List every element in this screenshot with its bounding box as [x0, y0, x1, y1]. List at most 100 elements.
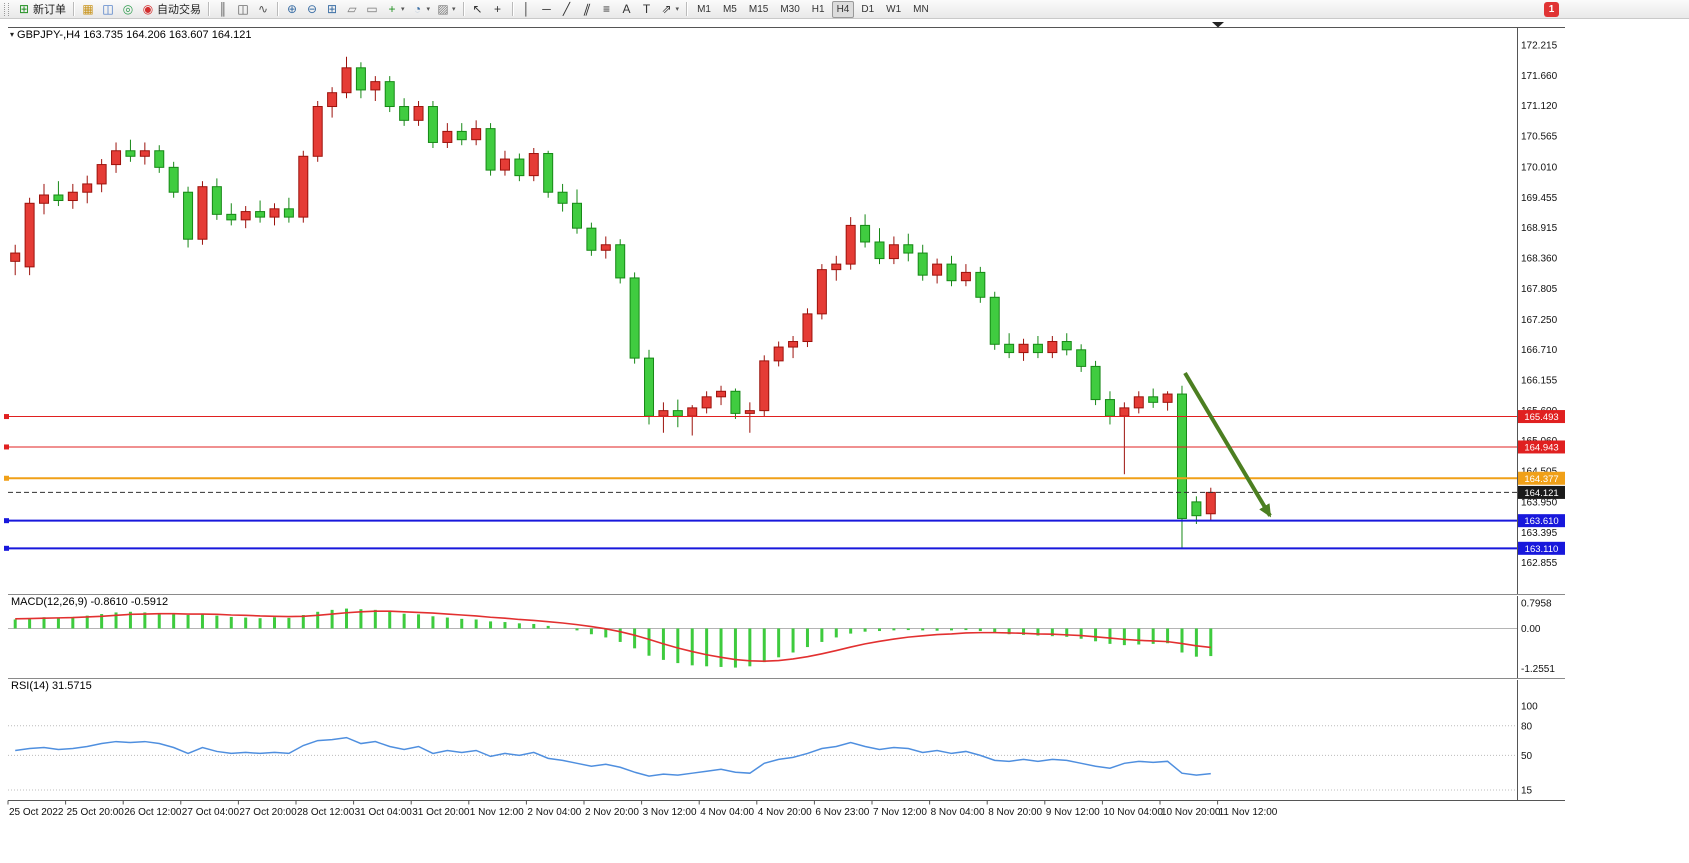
svg-text:163.950: 163.950	[1521, 497, 1558, 508]
bar-chart-button[interactable]: ║	[213, 0, 233, 19]
svg-text:31 Oct 04:00: 31 Oct 04:00	[355, 807, 413, 818]
toolbar-separator	[73, 2, 74, 16]
horizontal-line-button[interactable]: ─	[537, 0, 557, 19]
timeframe-m5-button[interactable]: M5	[722, 3, 737, 15]
macd-values: -0.8610 -0.5912	[90, 596, 169, 608]
svg-text:7 Nov 12:00: 7 Nov 12:00	[873, 807, 927, 818]
profiles-button[interactable]: ◫	[98, 0, 118, 19]
bar-chart-icon: ║	[218, 1, 228, 16]
svg-text:25 Oct 20:00: 25 Oct 20:00	[67, 807, 125, 818]
tile-windows-button[interactable]: ⊞	[322, 0, 342, 19]
profiles-icon: ◫	[102, 1, 114, 16]
text-label-button[interactable]: T	[637, 0, 657, 19]
toolbar-separator	[277, 2, 278, 16]
line-handle	[4, 414, 9, 420]
market-watch-button[interactable]: ◎	[118, 0, 138, 19]
fibonacci-icon: ≡	[603, 1, 611, 16]
svg-text:164.121: 164.121	[1524, 488, 1558, 499]
new-order-icon: ⊞	[18, 1, 30, 16]
svg-text:163.610: 163.610	[1524, 516, 1558, 527]
svg-text:4 Nov 04:00: 4 Nov 04:00	[700, 807, 754, 818]
trendline-icon: ╱	[562, 1, 571, 16]
arrows-button[interactable]: ⇗ ▾	[657, 0, 683, 19]
svg-text:0.7958: 0.7958	[1521, 598, 1552, 609]
indicator-axis: 0.7958 0.00 -1.2551 100 80 50 15	[1521, 598, 1555, 796]
svg-text:10 Nov 04:00: 10 Nov 04:00	[1103, 807, 1163, 818]
chart-frame	[8, 22, 1565, 801]
text-button[interactable]: A	[617, 0, 637, 19]
zoom-out-button[interactable]: ⊖	[302, 0, 322, 19]
templates-icon: ▨	[437, 1, 449, 16]
annotations[interactable]	[1183, 372, 1272, 518]
timeframe-m30-button[interactable]: M30	[780, 3, 800, 15]
auto-trading-icon: ◉	[142, 1, 154, 16]
fibonacci-button[interactable]: ≡	[597, 0, 617, 19]
svg-text:163.110: 163.110	[1525, 544, 1559, 555]
svg-text:28 Oct 12:00: 28 Oct 12:00	[297, 807, 355, 818]
time-axis[interactable]: 25 Oct 2022 25 Oct 20:00 26 Oct 12:00 27 Oc…	[7, 800, 1278, 819]
templates-button[interactable]: ▨ ▾	[433, 0, 459, 19]
panel-splitter[interactable]	[8, 594, 1565, 680]
zoom-out-icon: ⊖	[306, 1, 318, 16]
cascade-windows-button[interactable]: ▱	[342, 0, 362, 19]
timeframe-m15-button[interactable]: M15	[748, 3, 769, 15]
svg-text:171.120: 171.120	[1521, 101, 1558, 112]
cascade-windows-icon: ▱	[347, 1, 357, 16]
notifications-badge[interactable]: 1	[1544, 2, 1559, 17]
timeframe-d1-button[interactable]: D1	[861, 3, 875, 15]
collapse-icon[interactable]: ▾	[10, 30, 15, 39]
timeframe-mn-button[interactable]: MN	[913, 3, 929, 15]
svg-text:166.155: 166.155	[1521, 375, 1558, 386]
new-chart-button[interactable]: ▦	[78, 0, 98, 19]
rsi-value: 31.5715	[51, 680, 92, 692]
text-label-icon: T	[642, 1, 651, 16]
timeframe-m1-button[interactable]: M1	[697, 3, 711, 15]
cursor-button[interactable]: ↖	[468, 0, 488, 19]
channel-button[interactable]: ∥	[577, 0, 597, 19]
line-handle	[4, 475, 9, 481]
trend-arrow[interactable]	[1183, 372, 1272, 518]
candlestick-series[interactable]	[10, 56, 1216, 549]
svg-text:170.010: 170.010	[1521, 162, 1558, 173]
arrow-stamp-icon: ⇗	[661, 1, 672, 16]
svg-text:164.943: 164.943	[1524, 442, 1558, 453]
text-icon: A	[622, 1, 631, 16]
arrange-windows-button[interactable]: ▭	[362, 0, 382, 19]
svg-text:9 Nov 12:00: 9 Nov 12:00	[1046, 807, 1100, 818]
timeframe-w1-button[interactable]: W1	[886, 3, 902, 15]
line-chart-button[interactable]: ∿	[253, 0, 273, 19]
svg-text:3 Nov 12:00: 3 Nov 12:00	[643, 807, 697, 818]
candlestick-chart-button[interactable]: ◫	[233, 0, 253, 19]
price-tags: 165.493 164.943 164.377 164.121 163.610 163.1…	[1518, 410, 1565, 555]
svg-text:100: 100	[1521, 702, 1538, 713]
chart-ohlc-values: 163.735 164.206 163.607 164.121	[83, 29, 252, 41]
horizontal-lines[interactable]	[4, 414, 1517, 551]
zoom-in-button[interactable]: ⊕	[282, 0, 302, 19]
svg-text:31 Oct 20:00: 31 Oct 20:00	[412, 807, 470, 818]
svg-text:2 Nov 04:00: 2 Nov 04:00	[527, 807, 581, 818]
timeframe-h4-button[interactable]: H4	[831, 0, 855, 18]
crosshair-button[interactable]: +	[488, 0, 508, 19]
toolbar-separator	[686, 2, 688, 16]
crosshair-icon: +	[494, 1, 502, 16]
chart-shift-marker[interactable]	[1212, 22, 1224, 28]
auto-trading-button[interactable]: ◉ 自动交易	[138, 0, 204, 19]
price-tag	[1518, 471, 1565, 485]
svg-text:167.250: 167.250	[1521, 315, 1558, 326]
new-order-button[interactable]: ⊞ 新订单	[14, 0, 69, 19]
svg-text:166.710: 166.710	[1521, 345, 1558, 356]
macd-indicator	[8, 608, 1517, 668]
svg-text:8 Nov 20:00: 8 Nov 20:00	[988, 807, 1042, 818]
vertical-line-button[interactable]: │	[517, 0, 537, 19]
toolbar-drag-handle[interactable]	[4, 2, 9, 16]
trendline-button[interactable]: ╱	[557, 0, 577, 19]
chevron-down-icon: ▾	[426, 6, 431, 13]
periods-button[interactable]: ◔ ▾	[408, 0, 434, 19]
indicators-button[interactable]: + ▾	[382, 0, 408, 19]
chevron-down-icon: ▾	[401, 6, 405, 13]
timeframe-h1-button[interactable]: H1	[811, 3, 825, 15]
chart-symbol-period: GBPJPY-,H4	[17, 29, 81, 41]
rsi-line	[15, 736, 1211, 777]
